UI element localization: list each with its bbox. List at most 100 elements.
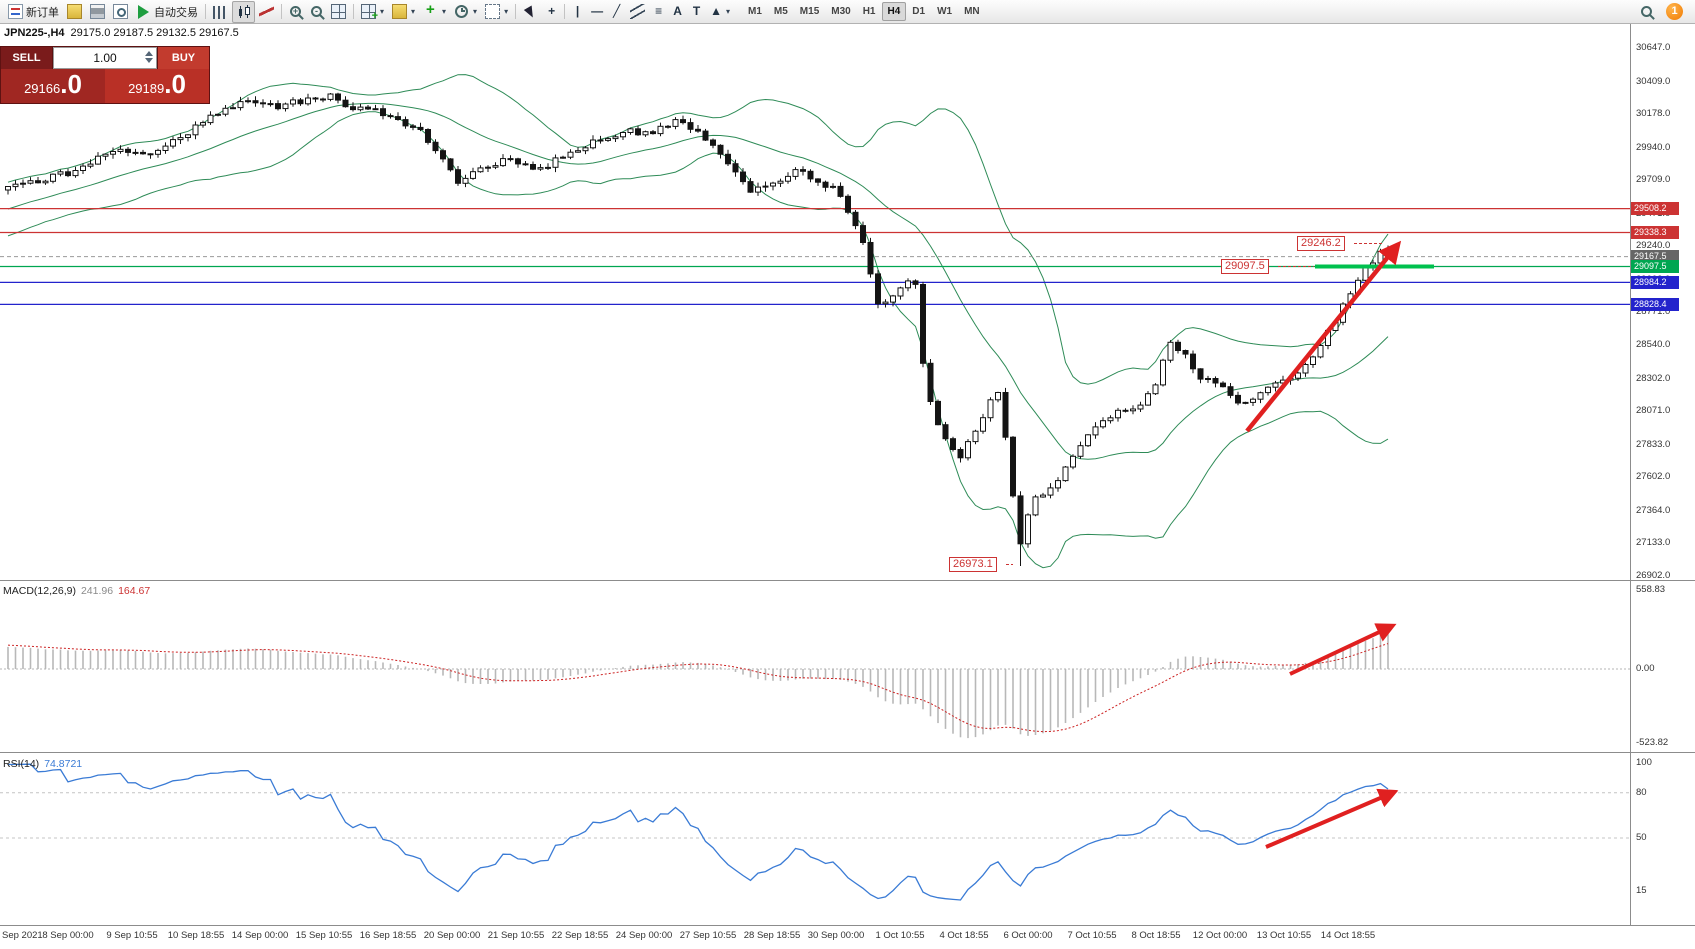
price-callout-29097.5[interactable]: 29097.5 [1221, 259, 1269, 274]
sell-price-main: 29166 [24, 81, 61, 96]
price-callout-26973.1[interactable]: 26973.1 [949, 557, 997, 572]
price-axis-label: 27364.0 [1636, 504, 1671, 516]
timeframe-button-h4[interactable]: H4 [881, 2, 907, 21]
cursor-icon [523, 4, 538, 20]
templates-button-dropdown-icon[interactable]: ▾ [504, 7, 509, 16]
indicators-icon [423, 2, 438, 19]
templates-button[interactable]: ▾ [481, 1, 512, 23]
cursor-button[interactable] [519, 1, 542, 23]
toolbar-separator [515, 4, 517, 19]
timeframe-button-m30[interactable]: M30 [831, 6, 851, 17]
text-button[interactable]: A [668, 1, 687, 23]
price-axis-label: 30409.0 [1636, 75, 1671, 87]
notification-badge[interactable]: 1 [1666, 3, 1683, 20]
horizontal-line-button[interactable]: — [587, 1, 607, 23]
shapes-icon: ▲ [710, 4, 722, 18]
periods-button[interactable]: ▾ [450, 1, 481, 23]
timeframe-button-m1[interactable]: M1 [747, 6, 762, 17]
panel-separators [0, 24, 1695, 926]
price-axis-label: 29240.0 [1636, 240, 1671, 252]
time-axis-label: 4 Oct 18:55 [939, 930, 989, 941]
fibonacci-button[interactable]: ≡ [649, 1, 668, 23]
new-chart-button[interactable]: ▾ [357, 1, 388, 23]
trend-arrows[interactable] [1245, 240, 1402, 849]
crosshair-button[interactable]: + [542, 1, 561, 23]
line-chart-button[interactable] [255, 1, 278, 23]
sell-button[interactable]: SELL [1, 47, 53, 69]
macd-indicator-label: MACD(12,26,9) 241.96 164.67 [3, 585, 150, 597]
timeframe-button-m15[interactable]: M15 [799, 6, 820, 17]
print-preview-button[interactable] [109, 1, 132, 23]
new-chart-button-dropdown-icon[interactable]: ▾ [380, 7, 385, 16]
timeframe-button-w1[interactable]: W1 [937, 6, 953, 17]
toolbar-separator [353, 4, 354, 19]
shapes-button[interactable]: ▲ ▾ [706, 1, 734, 23]
shapes-button-dropdown-icon[interactable]: ▾ [725, 7, 730, 16]
history-center-icon [67, 4, 82, 19]
crosshair-icon: + [548, 4, 556, 18]
auto-trading-button[interactable]: 自动交易 [132, 1, 202, 23]
time-axis-label: 6 Oct 00:00 [1003, 930, 1053, 941]
search-button[interactable] [1636, 1, 1657, 23]
price-axis-label: 28771.0 [1636, 306, 1671, 318]
text-icon: A [673, 4, 682, 18]
volume-value[interactable]: 1.00 [93, 51, 117, 65]
label-button[interactable]: T [687, 1, 706, 23]
timeframe-button-h1[interactable]: H1 [862, 6, 876, 17]
timeframe-button-d1[interactable]: D1 [912, 6, 926, 17]
zoom-out-icon: - [311, 6, 322, 17]
vertical-line-button[interactable]: | [568, 1, 587, 23]
toolbar-separator [281, 4, 282, 19]
profiles-icon [392, 4, 408, 19]
rsi-indicator-label: RSI(14) 74.8721 [3, 758, 82, 770]
time-axis-label: 9 Sep 10:55 [106, 930, 158, 941]
price-axis-label: 27602.0 [1636, 471, 1671, 483]
time-axis-label: 14 Oct 18:55 [1320, 930, 1376, 941]
zoom-in-button[interactable]: + [285, 1, 306, 23]
buy-price-main: 29189 [128, 81, 165, 96]
history-center-button[interactable] [63, 1, 86, 23]
buy-button[interactable]: BUY [157, 47, 209, 69]
volume-down-icon[interactable] [145, 58, 153, 63]
macd-scale-label: -523.82 [1636, 737, 1669, 749]
zoom-in-icon: + [290, 6, 301, 17]
print-icon [90, 4, 105, 19]
print-button[interactable] [86, 1, 109, 23]
buy-price[interactable]: 29189.0 [105, 69, 209, 103]
time-axis-label: 28 Sep 18:55 [743, 930, 801, 941]
channel-button[interactable] [626, 1, 649, 23]
price-axis-label: 27833.0 [1636, 438, 1671, 450]
profiles-button[interactable]: ▾ [388, 1, 419, 23]
macd-signal-line [7, 643, 1389, 733]
chart-annotations[interactable] [1006, 243, 1434, 565]
candlestick-chart-button[interactable] [232, 0, 255, 23]
indicators-button[interactable]: ▾ [419, 1, 450, 23]
zoom-out-button[interactable]: - [306, 1, 327, 23]
volume-stepper[interactable]: 1.00 [53, 47, 157, 69]
new-order-button[interactable]: 新订单 [4, 1, 63, 23]
tile-windows-button[interactable] [327, 1, 350, 23]
timeframe-button-m5[interactable]: M5 [773, 6, 788, 17]
time-axis-label: 22 Sep 18:55 [551, 930, 609, 941]
indicators-button-dropdown-icon[interactable]: ▾ [442, 7, 447, 16]
volume-spin-buttons[interactable] [145, 51, 153, 63]
trend-arrow-rsi [1265, 788, 1399, 849]
chart-symbol-ohlc: JPN225-,H4 29175.0 29187.5 29132.5 29167.… [4, 27, 239, 39]
rsi-name: RSI(14) [3, 758, 40, 770]
sell-price[interactable]: 29166.0 [1, 69, 105, 103]
new-order-icon [8, 4, 23, 19]
price-callout-29246.2[interactable]: 29246.2 [1297, 236, 1345, 251]
profiles-button-dropdown-icon[interactable]: ▾ [411, 7, 416, 16]
rsi-scale-label: 15 [1636, 884, 1647, 896]
bar-chart-button[interactable] [209, 1, 232, 23]
periods-button-dropdown-icon[interactable]: ▾ [473, 7, 478, 16]
bollinger-mid-line [7, 102, 1389, 460]
trendline-button[interactable]: ╱ [607, 1, 626, 23]
price-axis-label: 28302.0 [1636, 372, 1671, 384]
volume-up-icon[interactable] [145, 51, 153, 56]
time-axis-label: 1 Oct 10:55 [875, 930, 925, 941]
time-axis-label: 16 Sep 18:55 [359, 930, 417, 941]
timeframe-button-mn[interactable]: MN [964, 6, 980, 17]
